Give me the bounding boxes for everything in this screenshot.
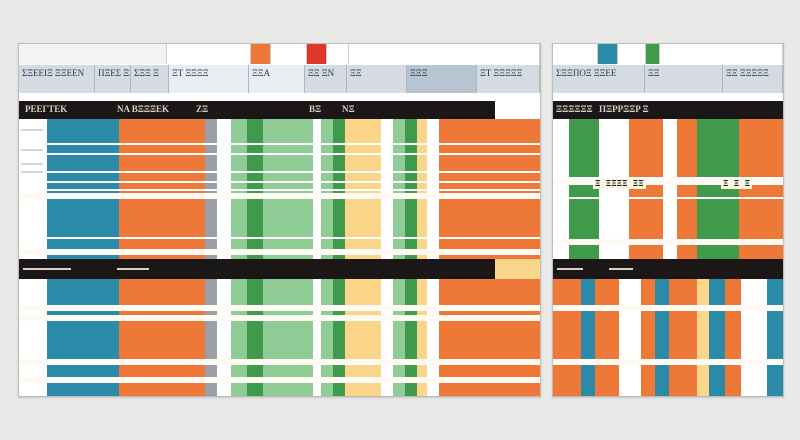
grid-column-block: [697, 279, 709, 396]
highlight-stripe: [19, 315, 540, 321]
ribbon-group-layout[interactable]: ΞΞΑ: [249, 65, 305, 93]
toolbar-cell[interactable]: [349, 44, 540, 64]
right-toolbar-strip: [553, 44, 783, 64]
toolbar-cell[interactable]: [19, 44, 167, 64]
row-label-bar: [21, 149, 43, 151]
grid-column-block: [553, 119, 569, 259]
grid-column-block: [677, 119, 697, 259]
ribbon-group-insert[interactable]: ΞΤ ΞΞΞΞ: [169, 65, 249, 93]
band-marker: [609, 268, 633, 270]
grid-column-block: [663, 119, 677, 259]
grid-column-block: [553, 279, 581, 396]
column-header-label: ΡΕΕΓΤΕΚ: [25, 104, 68, 114]
grid-column-block: [767, 279, 783, 396]
grid-column-block: [759, 119, 783, 259]
grid-column-block: [725, 119, 739, 259]
right-data-grid[interactable]: Ξ ΞΞΞΞ ΞΞ Ξ Ξ Ξ: [553, 119, 783, 396]
red-flag-button[interactable]: [307, 44, 327, 64]
grid-column-block: [599, 119, 629, 259]
row-separator: [19, 153, 540, 155]
grid-column-block: [741, 279, 767, 396]
column-header-label: ΒΞ: [309, 104, 322, 114]
orange-swatch-button[interactable]: [251, 44, 271, 64]
left-ribbon: ΣΞΕΕΙΞ ΞΞΕΕΝ ΠΞΕΣ ΞΞΕΕ ΣΞΞ Ξ ΞΤ ΞΞΞΞ ΞΞΑ…: [19, 65, 540, 93]
highlight-stripe: [19, 359, 540, 365]
toolbar-cell[interactable]: [271, 44, 307, 64]
highlight-stripe: [553, 179, 783, 185]
ribbon-group-sort[interactable]: ΞΤ ΞΞΞΞΞ: [477, 65, 540, 93]
row-label-column: [19, 119, 47, 396]
left-header-band: ΡΕΕΓΤΕΚ ΝΑ ΒΞΞΞΕΚ ΖΞ ΒΞ ΝΞ: [19, 101, 495, 119]
toolbar-cell[interactable]: [553, 44, 598, 64]
grid-column-block: [655, 279, 669, 396]
ribbon-group-view[interactable]: ΞΞ ΞΞΞΞΞ: [723, 65, 783, 93]
toolbar-cell[interactable]: [660, 44, 783, 64]
grid-column-block: [697, 119, 725, 259]
row-separator: [19, 181, 540, 183]
band-marker: [23, 268, 71, 270]
grid-column-block: [619, 279, 641, 396]
row-separator: [553, 177, 783, 179]
grid-column-block: [739, 119, 759, 259]
right-header-band: ΞΞΞΞΞΞ ΠΞΡΡΞΞΡ Ξ: [553, 101, 783, 119]
row-separator: [19, 189, 540, 191]
highlight-stripe: [553, 359, 783, 365]
summary-label: Ξ Ξ Ξ: [721, 179, 753, 189]
grid-column-block: [313, 279, 321, 396]
row-separator: [553, 197, 783, 199]
ribbon-group-format[interactable]: ΣΞΕΕΙΞ ΞΞΕΕΝ: [19, 65, 95, 93]
ribbon-group-data[interactable]: ΠΞΕΣ ΞΞΕΕ: [95, 65, 131, 93]
grid-column-block: [641, 279, 655, 396]
highlight-stripe: [553, 239, 783, 245]
toolbar-cell[interactable]: [327, 44, 349, 64]
left-spreadsheet-window: ΣΞΕΕΙΞ ΞΞΕΕΝ ΠΞΕΣ ΞΞΕΕ ΣΞΞ Ξ ΞΤ ΞΞΞΞ ΞΞΑ…: [18, 43, 541, 397]
grid-column-block: [417, 279, 427, 396]
grid-column-block: [581, 279, 595, 396]
toolbar-cell[interactable]: [167, 44, 251, 64]
band-marker: [557, 268, 583, 270]
row-separator: [19, 237, 540, 239]
ribbon-group-data[interactable]: ΞΞ: [645, 65, 723, 93]
teal-swatch-button[interactable]: [598, 44, 618, 64]
grid-column-block: [569, 119, 599, 259]
row-separator: [19, 143, 540, 145]
row-label-bar: [21, 129, 43, 131]
toolbar-cell[interactable]: [618, 44, 646, 64]
row-label-bar: [21, 163, 43, 165]
section-band: [553, 259, 783, 279]
grid-column-block: [669, 279, 697, 396]
right-spreadsheet-window: ΣΞΞΠΟΞ ΞΞΕΕ ΞΞ ΞΞ ΞΞΞΞΞ ΞΞΞΞΞΞ ΠΞΡΡΞΞΡ Ξ…: [552, 43, 784, 397]
grid-column-block: [595, 279, 619, 396]
ribbon-group-review[interactable]: ΞΞ ΞΝ: [305, 65, 347, 93]
band-highlight: [495, 259, 540, 279]
green-swatch-button[interactable]: [646, 44, 660, 64]
grid-column-block: [709, 279, 725, 396]
left-data-grid[interactable]: [19, 119, 540, 396]
column-header-label: ΞΞΞΞΞΞ: [556, 104, 593, 114]
ribbon-group-format[interactable]: ΣΞΞΠΟΞ ΞΞΕΕ: [553, 65, 645, 93]
highlight-stripe: [19, 305, 540, 311]
highlight-stripe: [19, 193, 540, 199]
left-toolbar-strip: [19, 44, 540, 64]
column-header-label: ΖΞ: [196, 104, 209, 114]
summary-label: Ξ ΞΞΞΞ ΞΞ: [593, 179, 646, 189]
column-header-label: ΝΞ: [342, 104, 355, 114]
highlight-stripe: [19, 377, 540, 383]
column-header-label: ΝΑ ΒΞΞΞΕΚ: [117, 104, 170, 114]
right-ribbon: ΣΞΞΠΟΞ ΞΞΕΕ ΞΞ ΞΞ ΞΞΞΞΞ: [553, 65, 783, 93]
ribbon-group-view[interactable]: ΣΞΞ Ξ: [131, 65, 169, 93]
grid-column-block: [47, 279, 77, 396]
column-header-label: ΠΞΡΡΞΞΡ Ξ: [599, 104, 649, 114]
row-label-bar: [21, 171, 43, 173]
band-marker: [117, 268, 149, 270]
highlight-stripe: [553, 305, 783, 311]
grid-column-block: [629, 119, 663, 259]
grid-column-block: [725, 279, 741, 396]
row-separator: [19, 171, 540, 173]
highlight-stripe: [19, 249, 540, 255]
ribbon-group-filter[interactable]: ΞΞΞ: [407, 65, 477, 93]
section-band: [19, 259, 495, 279]
ribbon-group-tools[interactable]: ΞΞ: [347, 65, 407, 93]
